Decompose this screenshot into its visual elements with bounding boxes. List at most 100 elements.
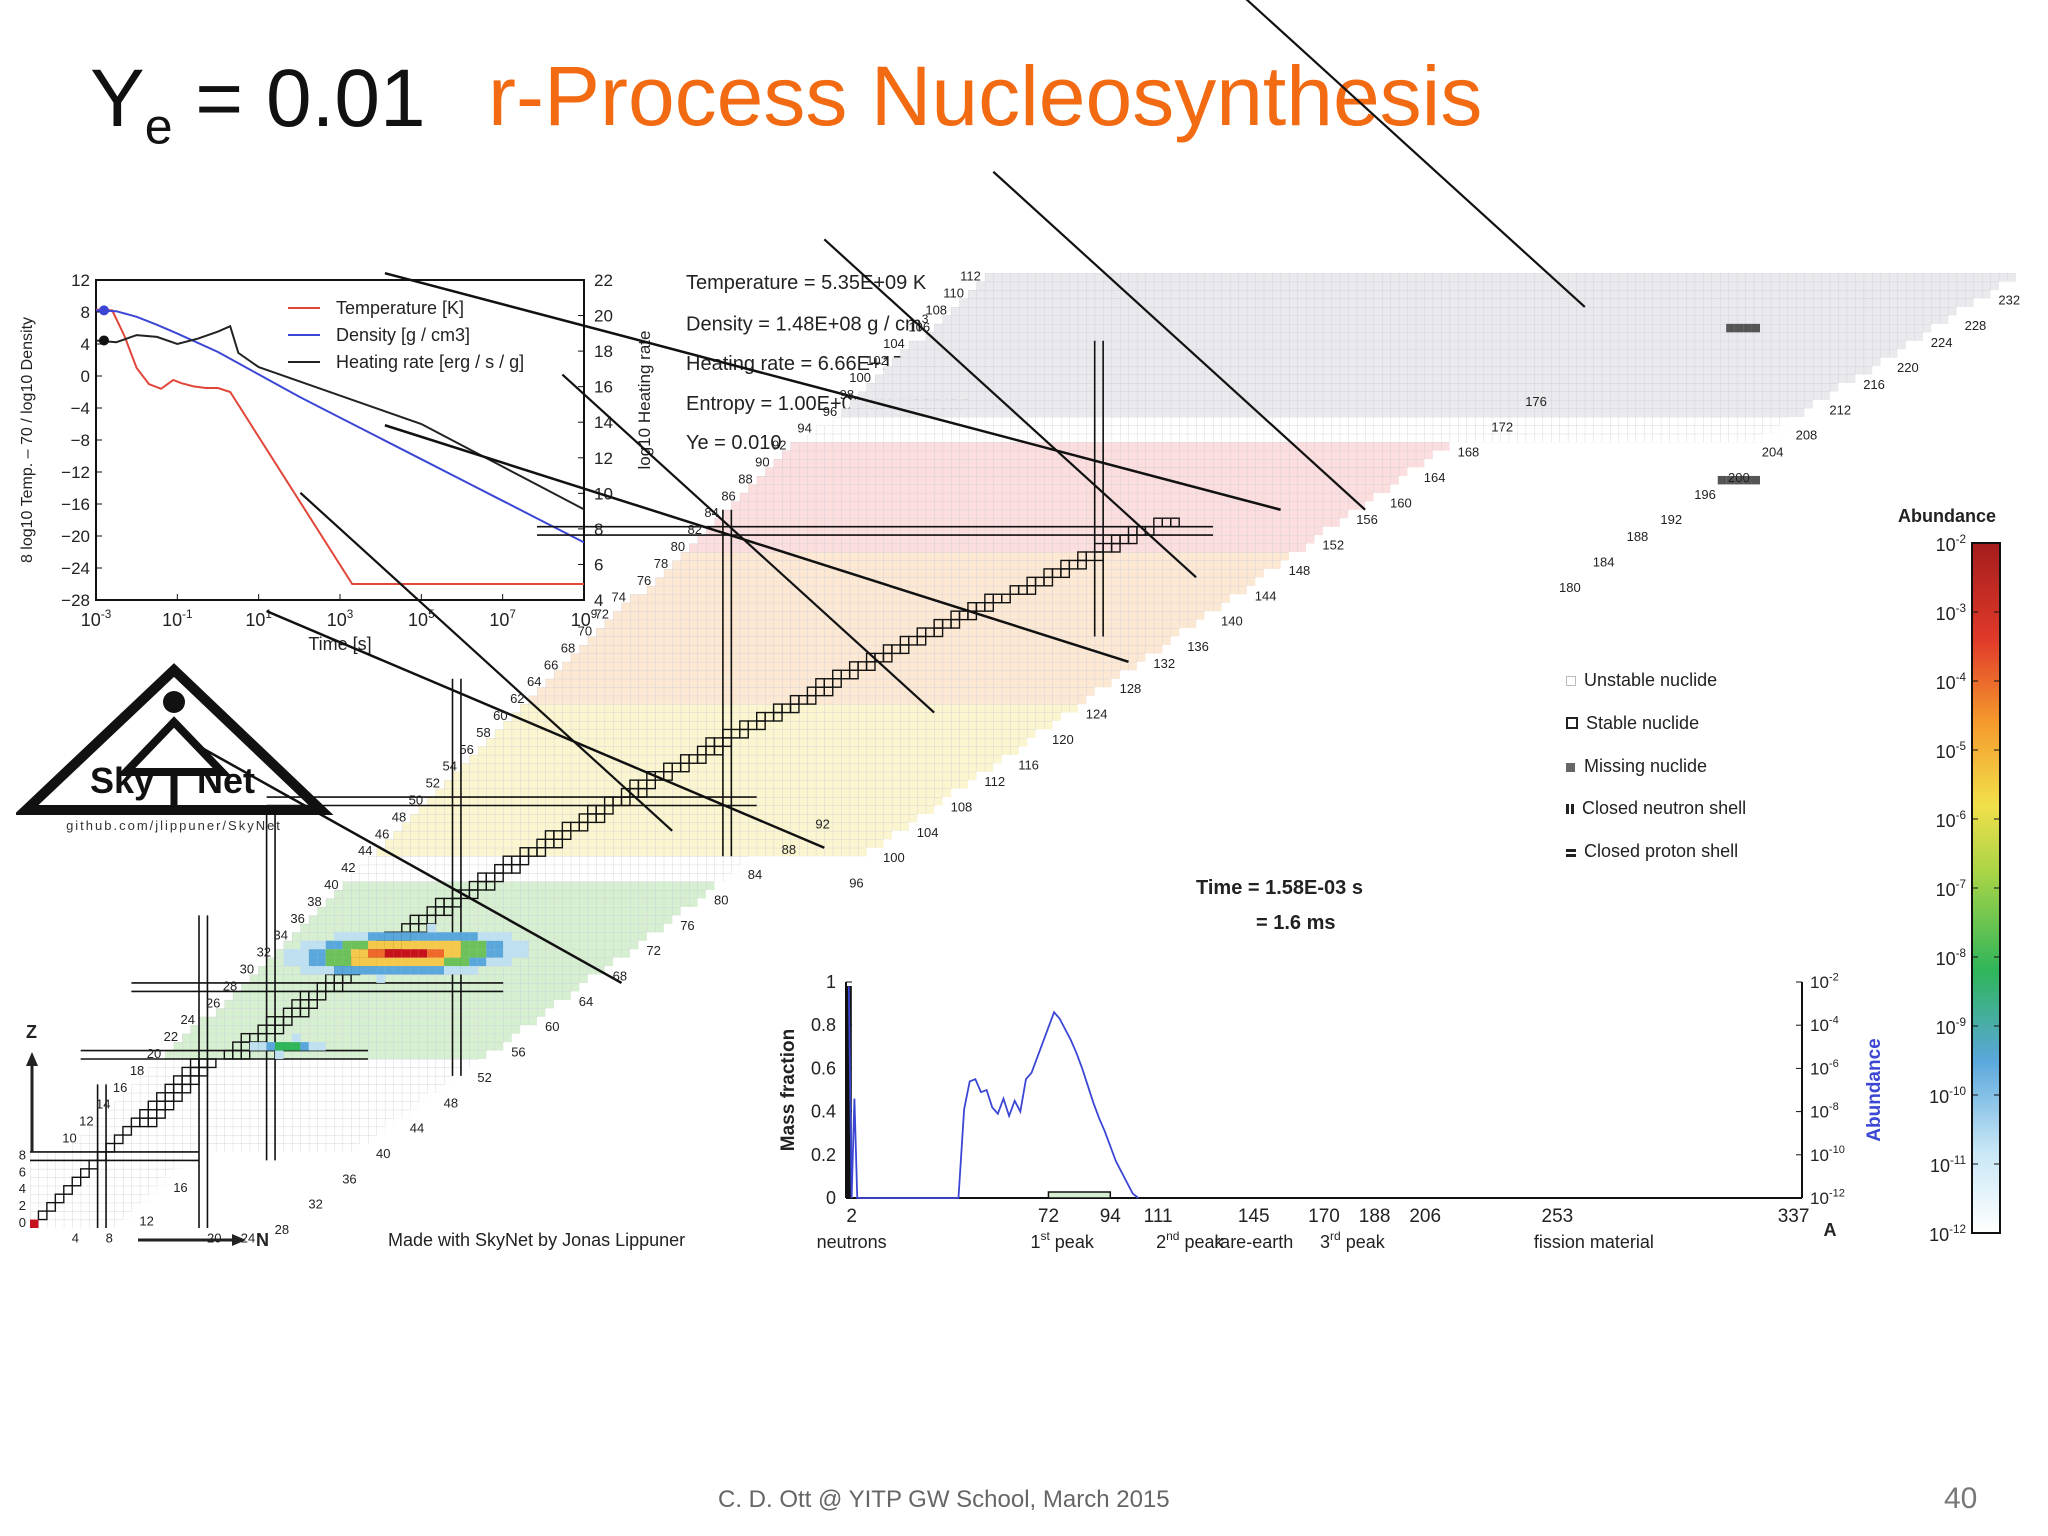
z-tick-label: 76 bbox=[637, 573, 651, 588]
z-tick-label: 48 bbox=[392, 809, 406, 824]
nuclide-row-grid bbox=[401, 822, 909, 831]
n-tick-label: 156 bbox=[1356, 512, 1378, 527]
abundance-cell bbox=[427, 940, 436, 950]
missing-nuclide bbox=[1734, 475, 1744, 485]
abundance-cell bbox=[249, 1042, 259, 1051]
abundance-cell bbox=[410, 940, 419, 950]
nuclide-row-grid bbox=[951, 306, 1957, 316]
evo-legend-label: Density [g / cm3] bbox=[336, 325, 470, 345]
mf-ylabel-right: Abundance bbox=[1864, 1038, 1885, 1141]
z-tick-label: 88 bbox=[738, 471, 752, 486]
abundance-cell bbox=[418, 966, 428, 975]
nuclide-row-grid bbox=[655, 577, 1256, 586]
missing-nuclide bbox=[1751, 323, 1760, 333]
nuclide-row-grid bbox=[841, 408, 1805, 417]
evo-ytick-right-label: 12 bbox=[594, 449, 613, 468]
n-tick-label: 48 bbox=[444, 1095, 458, 1110]
abundance-cell bbox=[452, 932, 461, 941]
abundance-cell bbox=[444, 940, 453, 950]
nuclide-row-grid bbox=[545, 678, 1112, 688]
z-tick-label: 100 bbox=[849, 370, 871, 385]
evo-ytick-left-label: 4 bbox=[81, 335, 90, 354]
abundance-cell bbox=[317, 949, 326, 958]
n-tick-label: 212 bbox=[1829, 402, 1851, 417]
abundance-cell bbox=[469, 949, 478, 958]
z-tick-label: 102 bbox=[866, 353, 888, 368]
evo-ytick-right-label: 8 bbox=[594, 520, 603, 539]
staircase-line bbox=[1245, 0, 1586, 308]
abundance-cell bbox=[435, 966, 445, 975]
legend-stable: Stable nuclide bbox=[1566, 713, 1699, 734]
abundance-cell bbox=[460, 949, 470, 958]
nuclide-row-grid bbox=[106, 1109, 411, 1119]
evo-legend-label: Temperature [K] bbox=[336, 298, 464, 318]
abundance-cell bbox=[258, 1042, 267, 1051]
abundance-colorbar: 10-2 10-3 10-4 10-5 10-6 10-7 10-8 10-9 10-10 10-… bbox=[1929, 533, 2001, 1245]
abundance-cell bbox=[376, 940, 385, 950]
staircase-line bbox=[992, 170, 1366, 511]
abundance-cell bbox=[342, 957, 352, 967]
abundance-cell bbox=[334, 966, 343, 975]
neutron-abundance-cell bbox=[30, 1219, 39, 1228]
stable-nuclide bbox=[37, 1210, 48, 1221]
evo-ytick-right-label: 14 bbox=[594, 413, 613, 432]
abundance-cell bbox=[300, 966, 309, 975]
abundance-cell bbox=[359, 957, 368, 967]
nuclide-row-grid bbox=[182, 1033, 512, 1043]
abundance-cell bbox=[401, 949, 411, 958]
abundance-cell bbox=[477, 940, 487, 950]
abundance-cell bbox=[460, 957, 470, 967]
abundance-cell bbox=[477, 932, 487, 941]
z-tick-label: 110 bbox=[943, 286, 964, 301]
mf-ytick-label: 0.6 bbox=[811, 1058, 836, 1078]
abundance-cell bbox=[503, 932, 512, 941]
abundance-cell bbox=[511, 940, 521, 950]
nuclide-row-grid bbox=[613, 611, 1205, 620]
z-arrow-head bbox=[26, 1052, 38, 1066]
legend-neutron-shell: Closed neutron shell bbox=[1566, 798, 1746, 819]
abundance-cell bbox=[444, 949, 453, 958]
nuclide-row-grid bbox=[173, 1042, 504, 1051]
nuclide-row-grid bbox=[596, 628, 1180, 637]
abundance-cell bbox=[384, 940, 394, 950]
n-tick-label: 84 bbox=[748, 867, 762, 882]
nuclide-row-grid bbox=[359, 864, 740, 874]
z-axis-label: Z bbox=[26, 1022, 37, 1042]
n-tick-label: 52 bbox=[477, 1070, 491, 1085]
nuclide-row-grid bbox=[587, 636, 1171, 645]
density-readout: Density = 1.48E+08 g / cm3 bbox=[686, 312, 929, 336]
nuclide-row-grid bbox=[249, 974, 588, 983]
mf-xtick-label: 206 bbox=[1409, 1206, 1441, 1227]
mf-ytick-label: 0.8 bbox=[811, 1015, 836, 1035]
slide-title: r-Process Nucleosynthesis bbox=[488, 49, 1483, 143]
nuclide-row-grid bbox=[72, 1143, 360, 1152]
abundance-cell bbox=[368, 966, 377, 975]
evo-ytick-left-label: 12 bbox=[71, 271, 90, 290]
n-tick-label: 148 bbox=[1289, 563, 1311, 578]
abundance-cell bbox=[368, 932, 377, 941]
abundance-cell bbox=[300, 957, 309, 967]
nuclide-row-grid bbox=[891, 357, 1881, 367]
nuclide-row-grid bbox=[646, 585, 1247, 595]
n-tick-label: 92 bbox=[815, 816, 829, 831]
abundance-cell bbox=[435, 932, 445, 941]
z-tick-label: 16 bbox=[113, 1080, 127, 1095]
nuclide-row-grid bbox=[934, 323, 1932, 333]
z-tick-label: 54 bbox=[442, 759, 456, 774]
nuclide-row-grid bbox=[494, 729, 1036, 738]
nuclide-row-grid bbox=[427, 797, 943, 806]
logo-net: Net bbox=[197, 760, 255, 801]
abundance-cell bbox=[469, 966, 478, 975]
abundance-cell bbox=[444, 957, 453, 967]
nuclide-row-grid bbox=[663, 568, 1264, 578]
nuclide-row-grid bbox=[30, 1219, 123, 1228]
abundance-cell bbox=[291, 1033, 301, 1043]
mass-fraction-plot: 1 0.8 0.6 0.4 0.2 0 10-2 10-4 10-6 10-8 10-10 10-12… bbox=[778, 971, 1885, 1252]
missing-nuclide bbox=[1726, 475, 1735, 485]
n-tick-label: 220 bbox=[1897, 360, 1919, 375]
isobar-line bbox=[198, 745, 623, 985]
first-peak-marker bbox=[1047, 1191, 1112, 1199]
mf-ytick-right-label: 10-2 bbox=[1810, 971, 1839, 992]
nuclide-row-grid bbox=[908, 340, 1906, 350]
stable-nuclide bbox=[54, 1193, 65, 1204]
